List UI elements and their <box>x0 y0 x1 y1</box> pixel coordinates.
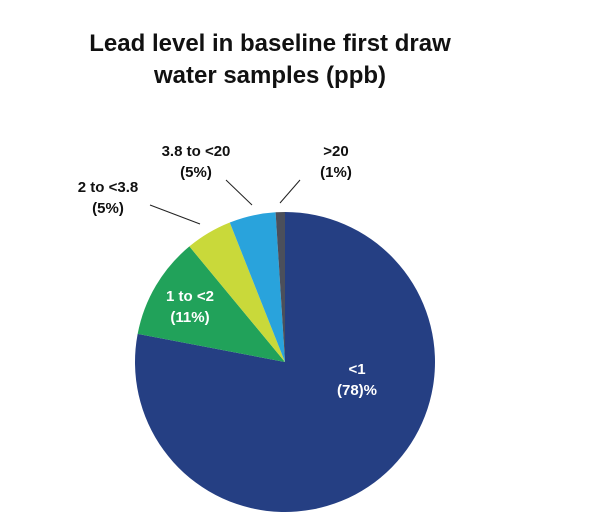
slice-value-label: (78)% <box>337 382 377 399</box>
slice-label: 3.8 to <20 <box>162 143 231 160</box>
slice-label: >20 <box>323 143 348 160</box>
pie-slice <box>275 212 285 362</box>
pie-slice <box>189 222 285 362</box>
slice-label: <1 <box>348 361 365 378</box>
pie-slice <box>137 246 285 362</box>
slice-label: 2 to <3.8 <box>78 179 138 196</box>
slice-value-label: (11%) <box>170 309 209 326</box>
slice-label: 1 to <2 <box>166 288 214 305</box>
slice-value-label: (1%) <box>320 164 352 181</box>
pie-slice <box>229 212 285 362</box>
leader-line <box>225 179 253 206</box>
chart-title: Lead level in baseline first draw water … <box>89 30 451 89</box>
leader-line <box>279 179 301 204</box>
slice-value-label: (5%) <box>92 200 124 217</box>
slice-value-label: (5%) <box>180 164 212 181</box>
leader-line <box>149 204 201 225</box>
